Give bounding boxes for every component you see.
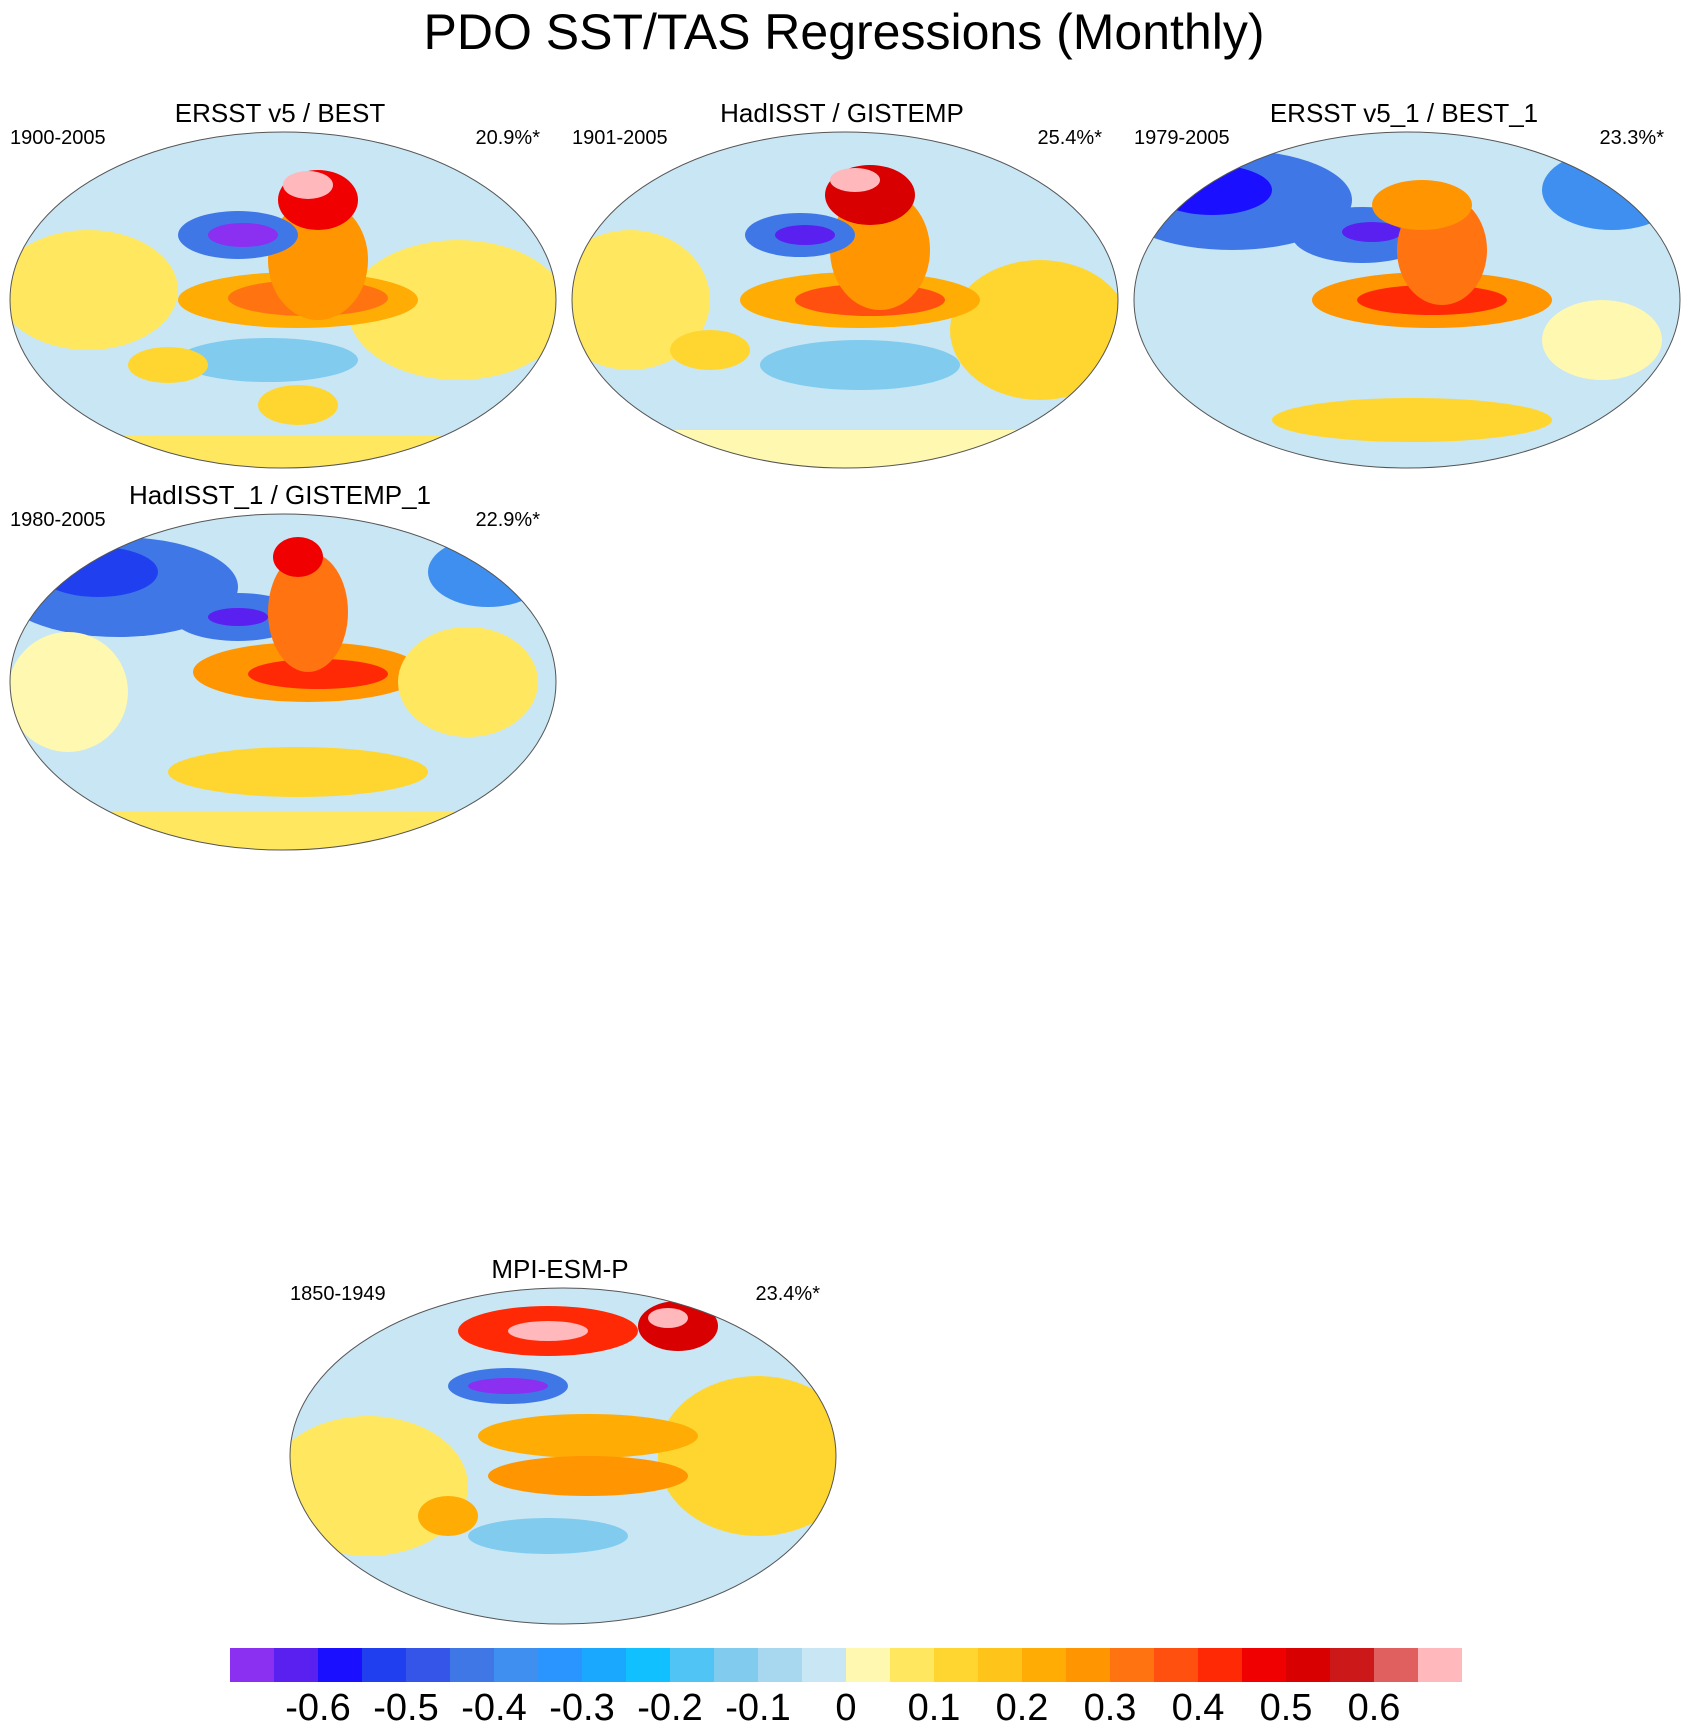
colorbar-swatch	[1110, 1648, 1154, 1682]
colorbar-swatch	[802, 1648, 846, 1682]
colorbar-swatch	[1242, 1648, 1286, 1682]
colorbar-tick-label: -0.5	[373, 1687, 439, 1729]
regression-map	[9, 131, 557, 469]
panel-variance: 23.4%*	[755, 1283, 821, 1305]
colorbar-swatch	[1022, 1648, 1066, 1682]
colorbar-swatch	[1198, 1648, 1242, 1682]
colorbar-swatch	[1374, 1648, 1418, 1682]
regression-map	[9, 513, 557, 851]
colorbar-swatch	[1066, 1648, 1110, 1682]
panel-period: 1980-2005	[10, 509, 106, 531]
colorbar-swatch	[494, 1648, 538, 1682]
colorbar-tick-label: 0.5	[1259, 1687, 1313, 1729]
colorbar-swatch	[714, 1648, 758, 1682]
colorbar-swatch	[1418, 1648, 1462, 1682]
panel-title: HadISST / GISTEMP	[720, 98, 964, 128]
map-panel: MPI-ESM-P 1850-1949 23.4%*	[280, 1254, 840, 1625]
colorbar-swatch	[1154, 1648, 1198, 1682]
colorbar-swatch	[450, 1648, 494, 1682]
map-panel: HadISST_1 / GISTEMP_1 1980-2005 22.9%*	[0, 480, 560, 851]
panel-title: ERSST v5_1 / BEST_1	[1269, 98, 1539, 128]
colorbar-swatch	[230, 1648, 274, 1682]
colorbar-swatch	[978, 1648, 1022, 1682]
colorbar-swatch	[934, 1648, 978, 1682]
colorbar-swatch	[274, 1648, 318, 1682]
colorbar-tick-label: 0.4	[1171, 1687, 1225, 1729]
colorbar-tick-label: 0	[835, 1687, 857, 1729]
figure-title: PDO SST/TAS Regressions (Monthly)	[423, 4, 1265, 60]
regression-map	[289, 1287, 837, 1625]
colorbar-tick-label: -0.6	[285, 1687, 351, 1729]
map-panel: ERSST v5 / BEST 1900-2005 20.9%*	[0, 98, 560, 469]
panel-period: 1901-2005	[572, 127, 668, 149]
map-panel: ERSST v5_1 / BEST_1 1979-2005 23.3%*	[1124, 98, 1684, 469]
panel-title: MPI-ESM-P	[491, 1254, 629, 1284]
panel-period: 1979-2005	[1134, 127, 1230, 149]
panel-variance: 22.9%*	[475, 509, 541, 531]
colorbar-swatch	[362, 1648, 406, 1682]
colorbar-swatch	[846, 1648, 890, 1682]
colorbar-swatch	[318, 1648, 362, 1682]
map-panel: HadISST / GISTEMP 1901-2005 25.4%*	[562, 98, 1122, 469]
colorbar-tick-label: -0.4	[461, 1687, 527, 1729]
panel-period: 1850-1949	[290, 1283, 386, 1305]
colorbar-swatch	[626, 1648, 670, 1682]
colorbar-tick-label: 0.1	[907, 1687, 961, 1729]
panel-variance: 25.4%*	[1037, 127, 1103, 149]
regression-map	[571, 131, 1119, 469]
panel-period: 1900-2005	[10, 127, 106, 149]
panel-title: ERSST v5 / BEST	[174, 98, 386, 128]
colorbar-tick-label: -0.2	[637, 1687, 703, 1729]
colorbar-swatch	[406, 1648, 450, 1682]
colorbar-swatch	[1330, 1648, 1374, 1682]
colorbar-tick-label: -0.3	[549, 1687, 615, 1729]
colorbar-swatch	[1286, 1648, 1330, 1682]
panel-variance: 23.3%*	[1599, 127, 1665, 149]
panel-variance: 20.9%*	[475, 127, 541, 149]
colorbar-swatch	[582, 1648, 626, 1682]
colorbar	[230, 1648, 1462, 1682]
colorbar-swatch	[670, 1648, 714, 1682]
colorbar-swatch	[758, 1648, 802, 1682]
regression-map	[1133, 131, 1681, 469]
colorbar-tick-label: 0.6	[1347, 1687, 1401, 1729]
colorbar-swatch	[538, 1648, 582, 1682]
colorbar-swatch	[890, 1648, 934, 1682]
panel-title: HadISST_1 / GISTEMP_1	[128, 480, 431, 510]
colorbar-tick-label: 0.2	[995, 1687, 1049, 1729]
colorbar-tick-label: -0.1	[725, 1687, 791, 1729]
colorbar-tick-label: 0.3	[1083, 1687, 1137, 1729]
